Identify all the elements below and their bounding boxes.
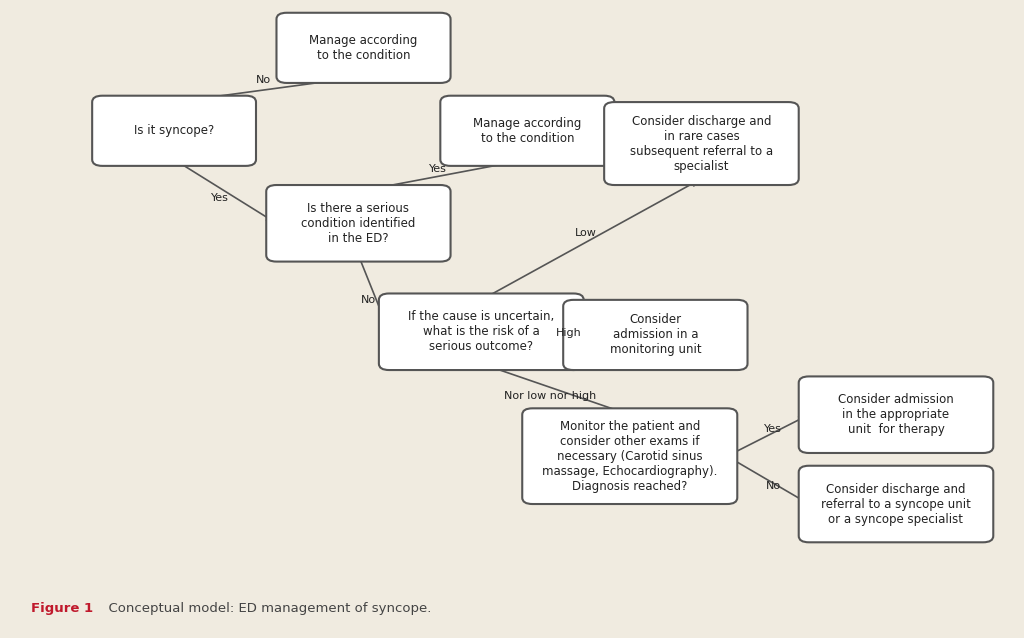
Text: Figure 1: Figure 1 [31, 602, 93, 616]
FancyBboxPatch shape [92, 96, 256, 166]
Text: Low: Low [575, 228, 597, 238]
FancyBboxPatch shape [799, 466, 993, 542]
Text: Monitor the patient and
consider other exams if
necessary (Carotid sinus
massage: Monitor the patient and consider other e… [542, 420, 718, 493]
Text: Consider discharge and
in rare cases
subsequent referral to a
specialist: Consider discharge and in rare cases sub… [630, 115, 773, 172]
Text: Consider discharge and
referral to a syncope unit
or a syncope specialist: Consider discharge and referral to a syn… [821, 482, 971, 526]
Text: No: No [361, 295, 376, 305]
FancyBboxPatch shape [799, 376, 993, 453]
FancyBboxPatch shape [276, 13, 451, 83]
Text: Consider
admission in a
monitoring unit: Consider admission in a monitoring unit [609, 313, 701, 357]
FancyBboxPatch shape [266, 185, 451, 262]
Text: If the cause is uncertain,
what is the risk of a
serious outcome?: If the cause is uncertain, what is the r… [409, 310, 554, 353]
Text: Is there a serious
condition identified
in the ED?: Is there a serious condition identified … [301, 202, 416, 245]
FancyBboxPatch shape [440, 96, 614, 166]
Text: Manage according
to the condition: Manage according to the condition [309, 34, 418, 62]
Text: Consider admission
in the appropriate
unit  for therapy: Consider admission in the appropriate un… [838, 393, 954, 436]
FancyBboxPatch shape [604, 102, 799, 185]
Text: Yes: Yes [429, 164, 446, 174]
Text: Nor low nor high: Nor low nor high [504, 390, 597, 401]
FancyBboxPatch shape [522, 408, 737, 504]
Text: Yes: Yes [764, 424, 782, 434]
Text: No: No [766, 482, 780, 491]
Text: High: High [555, 329, 582, 338]
Text: No: No [256, 75, 271, 85]
Text: Manage according
to the condition: Manage according to the condition [473, 117, 582, 145]
Text: Is it syncope?: Is it syncope? [134, 124, 214, 137]
Text: Conceptual model: ED management of syncope.: Conceptual model: ED management of synco… [100, 602, 432, 616]
FancyBboxPatch shape [563, 300, 748, 370]
FancyBboxPatch shape [379, 293, 584, 370]
Text: Yes: Yes [211, 193, 229, 203]
